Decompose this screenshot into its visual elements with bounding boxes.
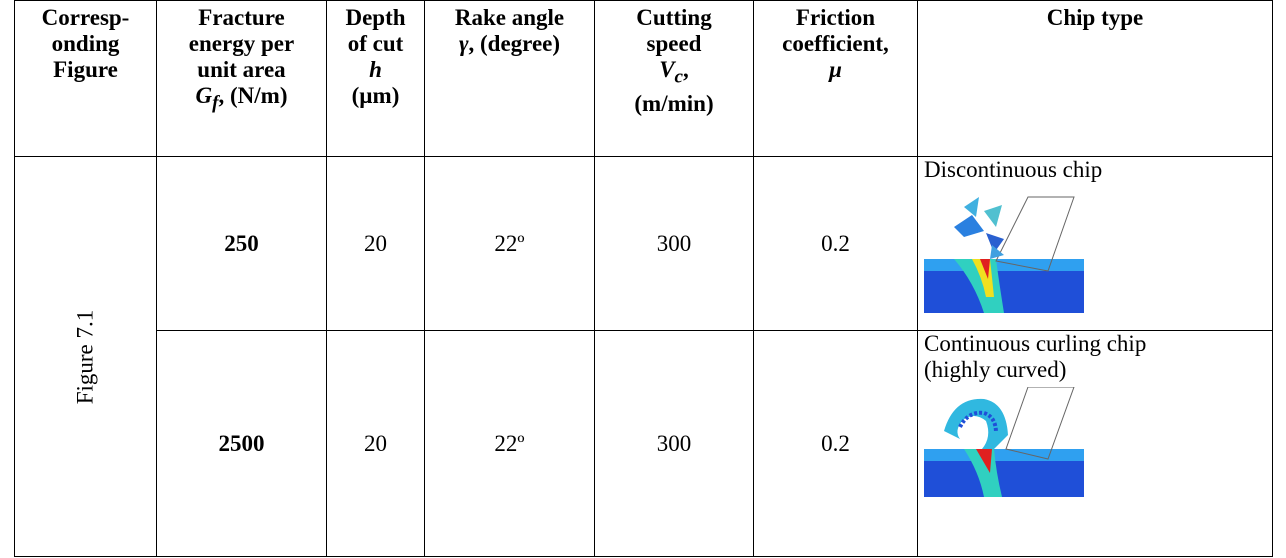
header-subscript: f [212,92,219,114]
header-text: Friction [795,5,876,30]
header-text: Figure [53,57,118,82]
cell: 20 [326,156,425,331]
header-cell: Cutting speed Vc, (m/min) [594,0,754,157]
header-text: of cut [347,31,404,56]
chip-text: Continuous curling chip (highly curved) [924,331,1147,382]
cell: 2500 [156,330,327,557]
header-text: Cutting [636,5,712,30]
header-cell: Rake angle γ, (degree) [424,0,595,157]
header-cell: Depth of cut h (µm) [326,0,425,157]
header-text: (m/min) [634,90,714,116]
cell: 0.2 [753,156,918,331]
header-cell: Chip type [917,0,1273,157]
chip-cell: Continuous curling chip (highly curved) [917,330,1273,557]
figure-label: Figure 7.1 [72,309,98,404]
cell: 22º [424,330,595,557]
header-row: Corresp-onding Figure Fracture energy per u… [14,0,1273,157]
cell: 300 [594,330,754,557]
header-text: , (N/m) [218,83,288,108]
chip-text: Discontinuous chip [924,157,1103,182]
header-text: , [683,57,689,82]
header-cell: Corresp-onding Figure [14,0,157,157]
chip-image [924,387,1084,497]
data-table: Corresp-onding Figure Fracture energy per u… [14,0,1273,557]
cell: 20 [326,330,425,557]
cell: 22º [424,156,595,331]
cell: 300 [594,156,754,331]
header-text: Rake angle [454,5,565,30]
header-text: Chip type [1046,5,1144,30]
header-text: Fracture [198,5,285,30]
cell: 0.2 [753,330,918,557]
header-symbol: γ [458,31,469,56]
table-row: 2500 20 22º 300 0.2 Continuous curling c… [15,330,1273,557]
header-cell: Fracture energy per unit area Gf, (N/m) [156,0,327,157]
header-cell: Friction coefficient, μ [753,0,918,157]
header-symbol: h [369,57,382,82]
figure-cell: Figure 7.1 [14,156,157,557]
header-text: onding [51,31,120,56]
table-row: Figure 7.1 250 20 22º 300 0.2 Discontinu… [14,156,1273,557]
chip-image [924,196,1084,313]
header-symbol: μ [829,57,842,82]
header-symbol: G [195,83,213,108]
header-text: Corresp- [41,5,130,30]
header-subscript: c [674,66,684,88]
header-text: coefficient, [782,31,889,56]
cell: 250 [156,156,327,331]
header-text: energy per [188,31,295,56]
chip-cell: Discontinuous chip [917,156,1273,331]
header-text: Depth [345,5,406,30]
header-text: unit area [197,57,286,82]
header-text: speed [646,31,702,56]
header-text: , (degree) [468,31,561,56]
header-symbol: V [659,57,675,82]
header-text: (µm) [351,83,400,108]
